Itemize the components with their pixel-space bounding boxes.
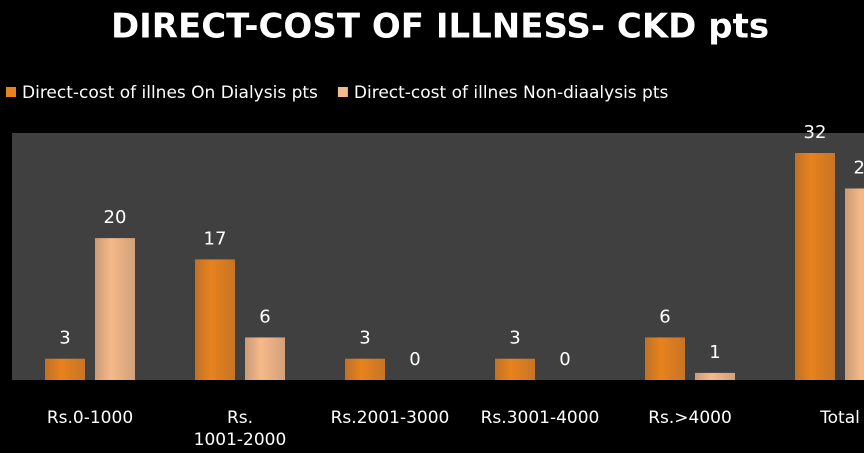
legend-swatch [6, 87, 16, 97]
data-label: 3 [59, 328, 70, 349]
bar [195, 259, 235, 380]
data-label: 32 [804, 122, 827, 143]
x-tick-label-line: Rs. [227, 408, 253, 428]
data-label: 6 [259, 306, 270, 327]
data-label: 17 [204, 228, 227, 249]
data-label: 3 [509, 328, 520, 349]
bar [45, 358, 85, 380]
data-label: 27 [854, 157, 864, 178]
x-tick-label: Rs. 1001-2000 [194, 408, 287, 450]
x-tick-label: Rs.2001-3000 [331, 408, 450, 428]
data-label: 0 [409, 349, 420, 370]
bar [95, 238, 135, 380]
bar [345, 358, 385, 380]
chart-title: DIRECT-COST OF ILLNESS- CKD pts [111, 7, 769, 47]
bar [495, 358, 535, 380]
x-tick-label: Rs.>4000 [648, 408, 732, 428]
legend-swatch [337, 87, 348, 97]
data-label: 20 [104, 207, 127, 228]
bar [245, 337, 285, 380]
bar [795, 153, 835, 380]
x-tick-label: Rs.3001-4000 [481, 408, 600, 428]
legend-label: Direct-cost of illnes Non-diaalysis pts [354, 83, 669, 103]
data-label: 3 [359, 328, 370, 349]
bar [645, 337, 685, 380]
data-label: 0 [559, 349, 570, 370]
plot-area [12, 133, 864, 380]
x-tick-label-line: 1001-2000 [194, 430, 287, 450]
data-label: 6 [659, 306, 670, 327]
data-label: 1 [709, 342, 720, 363]
bar [845, 188, 864, 380]
legend-label: Direct-cost of illnes On Dialysis pts [22, 83, 318, 103]
bar [695, 372, 735, 380]
x-tick-label: Rs.0-1000 [47, 408, 133, 428]
x-tick-label: Total [819, 408, 860, 428]
